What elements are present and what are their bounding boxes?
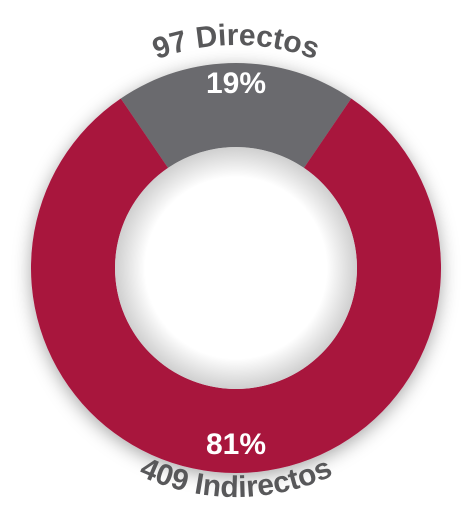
donut-hole (115, 147, 357, 389)
value-label: 19% (206, 67, 266, 100)
donut-segment (120, 62, 352, 168)
donut (30, 62, 442, 473)
value-label: 81% (206, 428, 266, 461)
category-label: 97 Directos (148, 19, 323, 66)
donut-segment (30, 98, 442, 473)
category-label-path: 97 Directos (148, 19, 323, 66)
